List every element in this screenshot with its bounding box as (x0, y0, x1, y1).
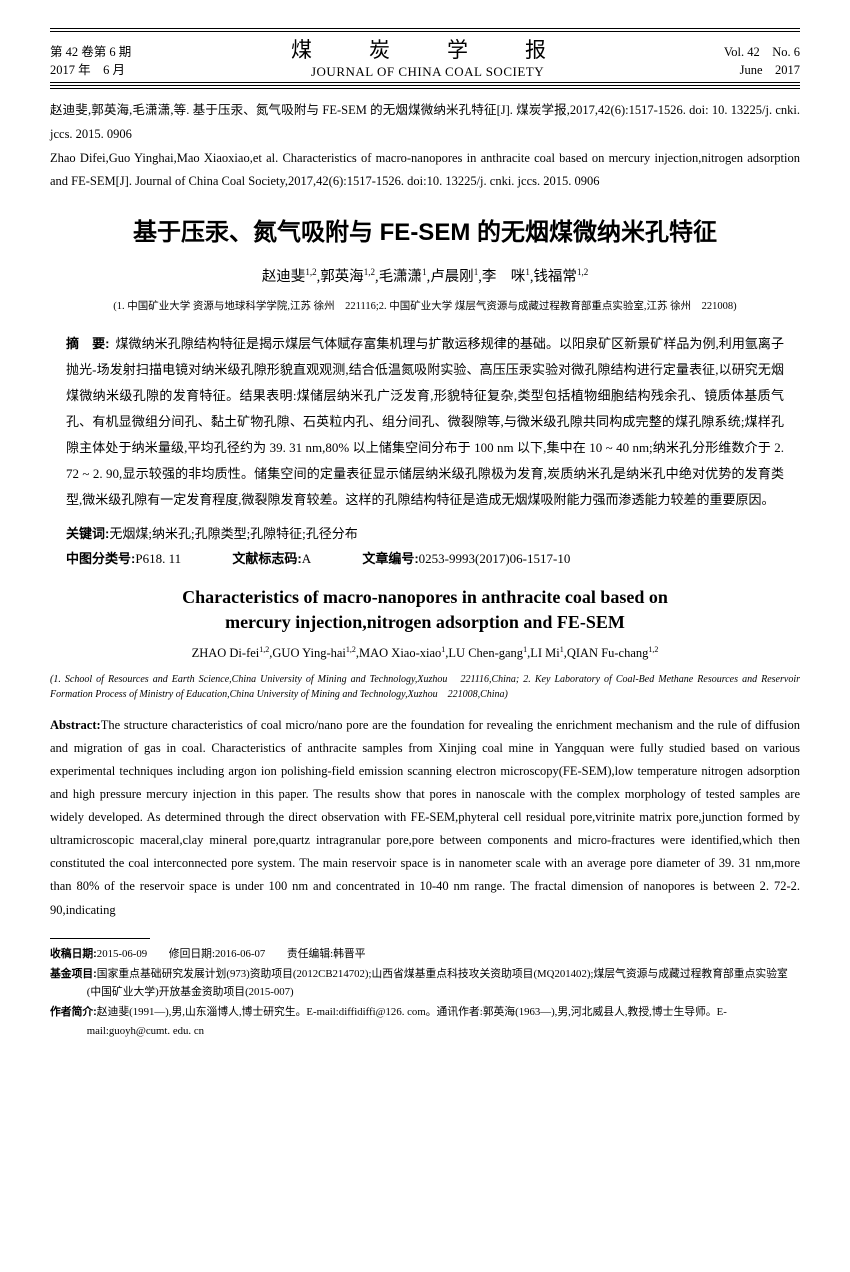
article-title-en: Characteristics of macro-nanopores in an… (50, 585, 800, 635)
abstract-cn-text: 煤微纳米孔隙结构特征是揭示煤层气体赋存富集机理与扩散运移规律的基础。以阳泉矿区新… (66, 336, 784, 507)
journal-title-en: JOURNAL OF CHINA COAL SOCIETY (131, 64, 724, 80)
fund-text: 国家重点基础研究发展计划(973)资助项目(2012CB214702);山西省煤… (87, 968, 788, 999)
date-cn: 2017 年 6 月 (50, 61, 131, 80)
article-no-label: 文章编号: (362, 551, 418, 566)
footer-separator (50, 938, 150, 939)
header-center: 煤 炭 学 报 JOURNAL OF CHINA COAL SOCIETY (131, 34, 724, 80)
title-en-line2: mercury injection,nitrogen adsorption an… (50, 610, 800, 635)
clc-label: 中图分类号: (66, 551, 135, 566)
footer-fund: 基金项目:国家重点基础研究发展计划(973)资助项目(2012CB214702)… (50, 965, 800, 1003)
author-label: 作者简介: (50, 1006, 97, 1018)
footer-author: 作者简介:赵迪斐(1991—),男,山东淄博人,博士研究生。E-mail:dif… (50, 1003, 800, 1041)
article-title-cn: 基于压汞、氮气吸附与 FE-SEM 的无烟煤微纳米孔特征 (50, 212, 800, 247)
volume-issue-cn: 第 42 卷第 6 期 (50, 43, 131, 62)
doc-code-label: 文献标志码: (232, 551, 301, 566)
footer-dates: 收稿日期:2015-06-09 修回日期:2016-06-07 责任编辑:韩晋平 (50, 945, 800, 964)
page-header: 第 42 卷第 6 期 2017 年 6 月 煤 炭 学 报 JOURNAL O… (50, 31, 800, 83)
citation-cn: 赵迪斐,郭英海,毛潇潇,等. 基于压汞、氮气吸附与 FE-SEM 的无烟煤微纳米… (50, 99, 800, 147)
abstract-en: Abstract:The structure characteristics o… (50, 714, 800, 922)
journal-title-cn: 煤 炭 学 报 (131, 34, 724, 64)
keywords-cn: 关键词:无烟煤;纳米孔;孔隙类型;孔隙特征;孔径分布 (66, 523, 784, 542)
title-en-line1: Characteristics of macro-nanopores in an… (50, 585, 800, 610)
author-text: 赵迪斐(1991—),男,山东淄博人,博士研究生。E-mail:diffidif… (87, 1006, 727, 1037)
header-rule-1 (50, 85, 800, 86)
header-left: 第 42 卷第 6 期 2017 年 6 月 (50, 43, 131, 81)
clc-value: P618. 11 (135, 551, 181, 566)
header-rule-2 (50, 88, 800, 89)
header-right: Vol. 42 No. 6 June 2017 (724, 43, 800, 81)
fund-label: 基金项目: (50, 968, 97, 980)
dates-text: 2015-06-09 修回日期:2016-06-07 责任编辑:韩晋平 (97, 948, 366, 960)
authors-en: ZHAO Di-fei1,2,GUO Ying-hai1,2,MAO Xiao-… (50, 645, 800, 661)
footer: 收稿日期:2015-06-09 修回日期:2016-06-07 责任编辑:韩晋平… (50, 945, 800, 1041)
affiliations-cn: (1. 中国矿业大学 资源与地球科学学院,江苏 徐州 221116;2. 中国矿… (50, 298, 800, 313)
keywords-cn-label: 关键词: (66, 526, 109, 541)
date-en: June 2017 (724, 61, 800, 80)
dates-label: 收稿日期: (50, 948, 97, 960)
authors-cn: 赵迪斐1,2,郭英海1,2,毛潇潇1,卢晨刚1,李 咪1,钱福常1,2 (50, 265, 800, 286)
keywords-cn-text: 无烟煤;纳米孔;孔隙类型;孔隙特征;孔径分布 (109, 526, 357, 541)
classification-row: 中图分类号:P618. 11 文献标志码:A 文章编号:0253-9993(20… (66, 548, 784, 567)
article-no-value: 0253-9993(2017)06-1517-10 (419, 551, 571, 566)
citation-block: 赵迪斐,郭英海,毛潇潇,等. 基于压汞、氮气吸附与 FE-SEM 的无烟煤微纳米… (50, 99, 800, 194)
abstract-cn-label: 摘 要: (66, 336, 109, 351)
abstract-en-text: The structure characteristics of coal mi… (50, 718, 800, 917)
affiliations-en: (1. School of Resources and Earth Scienc… (50, 672, 800, 702)
doc-code-value: A (302, 551, 311, 566)
top-rule (50, 28, 800, 29)
abstract-cn: 摘 要:煤微纳米孔隙结构特征是揭示煤层气体赋存富集机理与扩散运移规律的基础。以阳… (66, 331, 784, 513)
citation-en: Zhao Difei,Guo Yinghai,Mao Xiaoxiao,et a… (50, 147, 800, 195)
abstract-en-label: Abstract: (50, 718, 101, 732)
volume-issue-en: Vol. 42 No. 6 (724, 43, 800, 62)
